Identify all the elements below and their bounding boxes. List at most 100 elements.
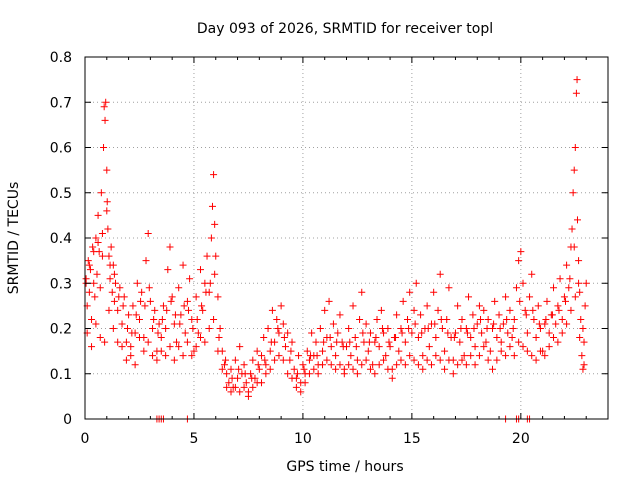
data-point (372, 334, 380, 342)
data-point (405, 325, 413, 332)
data-point (353, 356, 361, 364)
data-point (100, 144, 108, 151)
data-point (274, 325, 282, 332)
x-tick-label: 15 (403, 431, 421, 447)
data-point (366, 365, 374, 373)
data-point (388, 374, 396, 382)
data-point (129, 302, 137, 310)
data-point (279, 320, 287, 328)
data-point (146, 297, 154, 305)
data-point (92, 234, 100, 242)
data-point (550, 334, 558, 342)
data-point (570, 166, 578, 174)
data-point (280, 334, 288, 342)
data-point (568, 225, 576, 233)
data-point (567, 306, 575, 314)
data-point (189, 325, 197, 332)
data-point (168, 293, 176, 301)
data-point (326, 334, 334, 342)
data-point (506, 343, 514, 351)
data-point (125, 311, 133, 319)
data-point (345, 325, 353, 332)
data-point (103, 166, 111, 174)
data-point (418, 329, 426, 337)
data-point (510, 352, 518, 360)
data-point (290, 365, 298, 373)
data-point (423, 356, 431, 364)
data-point (499, 320, 507, 328)
data-point (123, 325, 131, 332)
data-point (268, 306, 276, 314)
grid-lines (85, 57, 608, 419)
data-point (345, 361, 353, 369)
data-point (279, 356, 287, 364)
data-point (135, 315, 143, 323)
data-point (475, 302, 483, 310)
data-point (386, 343, 394, 351)
data-point (101, 116, 109, 124)
data-point (445, 284, 453, 292)
data-point (105, 252, 113, 260)
data-point (118, 343, 126, 351)
data-point (115, 293, 123, 301)
data-point (85, 288, 93, 296)
data-point (194, 329, 202, 337)
data-point (548, 311, 556, 319)
data-point (358, 288, 366, 296)
data-point (104, 225, 112, 233)
data-point (346, 338, 354, 346)
data-point (393, 361, 401, 369)
data-point (467, 334, 475, 342)
data-point (193, 315, 201, 323)
data-point (380, 329, 388, 337)
data-point (258, 352, 266, 360)
data-point (271, 356, 279, 364)
data-point (98, 229, 106, 237)
data-point (529, 306, 537, 314)
data-point (555, 306, 563, 314)
y-tick-label: 0.2 (50, 322, 72, 338)
data-point (253, 347, 261, 355)
y-tick-label: 0.8 (50, 50, 72, 66)
data-point (484, 356, 492, 364)
data-point (579, 325, 587, 332)
data-point (284, 370, 292, 378)
data-point (385, 338, 393, 346)
data-point (145, 284, 153, 292)
data-point (303, 347, 311, 355)
data-point (157, 347, 165, 355)
data-point (170, 356, 178, 364)
data-point (536, 347, 544, 355)
data-point (438, 325, 446, 332)
data-point (491, 297, 499, 305)
data-point (454, 361, 462, 369)
data-point (580, 361, 588, 369)
data-point (401, 338, 409, 346)
data-point (458, 315, 466, 323)
data-point (90, 248, 98, 256)
data-point (380, 356, 388, 364)
data-point (408, 329, 416, 337)
data-point (179, 352, 187, 360)
data-point (299, 361, 307, 369)
data-point (579, 365, 587, 373)
data-point (166, 343, 174, 351)
data-point (288, 374, 296, 382)
data-point (532, 334, 540, 342)
data-point (406, 352, 414, 360)
data-point (536, 325, 544, 332)
data-point (575, 257, 583, 265)
data-point (552, 320, 560, 328)
data-point (406, 288, 414, 296)
data-point (119, 302, 127, 310)
data-point (215, 334, 223, 342)
data-point (286, 356, 294, 364)
data-point (258, 379, 266, 387)
data-point (506, 306, 514, 314)
data-point (240, 361, 248, 369)
data-point (211, 220, 219, 228)
data-point (155, 320, 163, 328)
data-point (460, 352, 468, 360)
data-point (84, 257, 92, 265)
